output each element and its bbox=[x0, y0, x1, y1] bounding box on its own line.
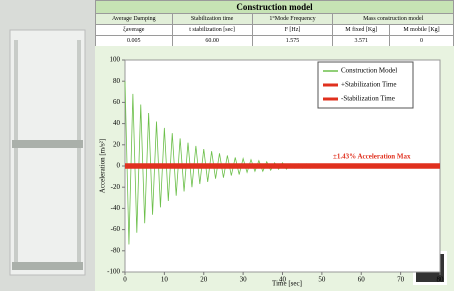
y-tick-label: 0 bbox=[117, 162, 121, 170]
x-axis-label: Time [sec] bbox=[272, 280, 302, 288]
y-tick-label: 40 bbox=[113, 119, 121, 127]
x-tick-label: 10 bbox=[161, 276, 169, 284]
header: 1°Mode Frequency bbox=[252, 14, 333, 25]
cell: 1.575 bbox=[252, 36, 333, 47]
x-tick-label: 50 bbox=[318, 276, 326, 284]
x-tick-label: 20 bbox=[200, 276, 208, 284]
y-tick-label: -40 bbox=[111, 204, 121, 212]
cell: 60.00 bbox=[172, 36, 252, 47]
x-tick-label: 0 bbox=[123, 276, 127, 284]
subheader: t stabilization [sec] bbox=[172, 25, 252, 36]
y-tick-label: -60 bbox=[111, 225, 121, 233]
page: Construction model Average DampingStabil… bbox=[0, 0, 454, 291]
x-tick-label: 40 bbox=[279, 276, 287, 284]
x-tick-label: 60 bbox=[358, 276, 366, 284]
subheader: ξaverage bbox=[96, 25, 173, 36]
header: Mass construction model bbox=[333, 14, 454, 25]
legend-label: +Stabilization Time bbox=[341, 81, 396, 89]
x-tick-label: 80 bbox=[437, 276, 445, 284]
y-tick-label: 60 bbox=[113, 98, 121, 106]
table-title: Construction model bbox=[96, 1, 454, 14]
photo bbox=[0, 0, 95, 291]
header: Stabilization time bbox=[172, 14, 252, 25]
cell: 0 bbox=[390, 36, 454, 47]
y-tick-label: -100 bbox=[107, 268, 120, 276]
legend-label: -Stabilization Time bbox=[341, 95, 395, 103]
y-tick-label: 80 bbox=[113, 77, 121, 85]
cell: 0.005 bbox=[96, 36, 173, 47]
photo-drawing bbox=[0, 0, 95, 291]
cell: 3.571 bbox=[333, 36, 390, 47]
subheader: M mobile [Kg] bbox=[390, 25, 454, 36]
subheader: F [Hz] bbox=[252, 25, 333, 36]
x-tick-label: 30 bbox=[240, 276, 248, 284]
y-tick-label: -80 bbox=[111, 246, 121, 254]
y-tick-label: -20 bbox=[111, 183, 121, 191]
subheader: M fixed [Kg] bbox=[333, 25, 390, 36]
header: Average Damping bbox=[96, 14, 173, 25]
y-axis-label: Acceleration [m/s²] bbox=[99, 139, 107, 193]
chart: Time [sec] Acceleration [m/s²] -100 -80 -6… bbox=[95, 46, 454, 291]
y-tick-label: 20 bbox=[113, 140, 121, 148]
annotation: ±1.43% Acceleration Max bbox=[333, 152, 411, 160]
x-tick-label: 70 bbox=[397, 276, 405, 284]
y-tick-label: 100 bbox=[110, 56, 121, 64]
legend-label: Construction Model bbox=[341, 67, 397, 75]
